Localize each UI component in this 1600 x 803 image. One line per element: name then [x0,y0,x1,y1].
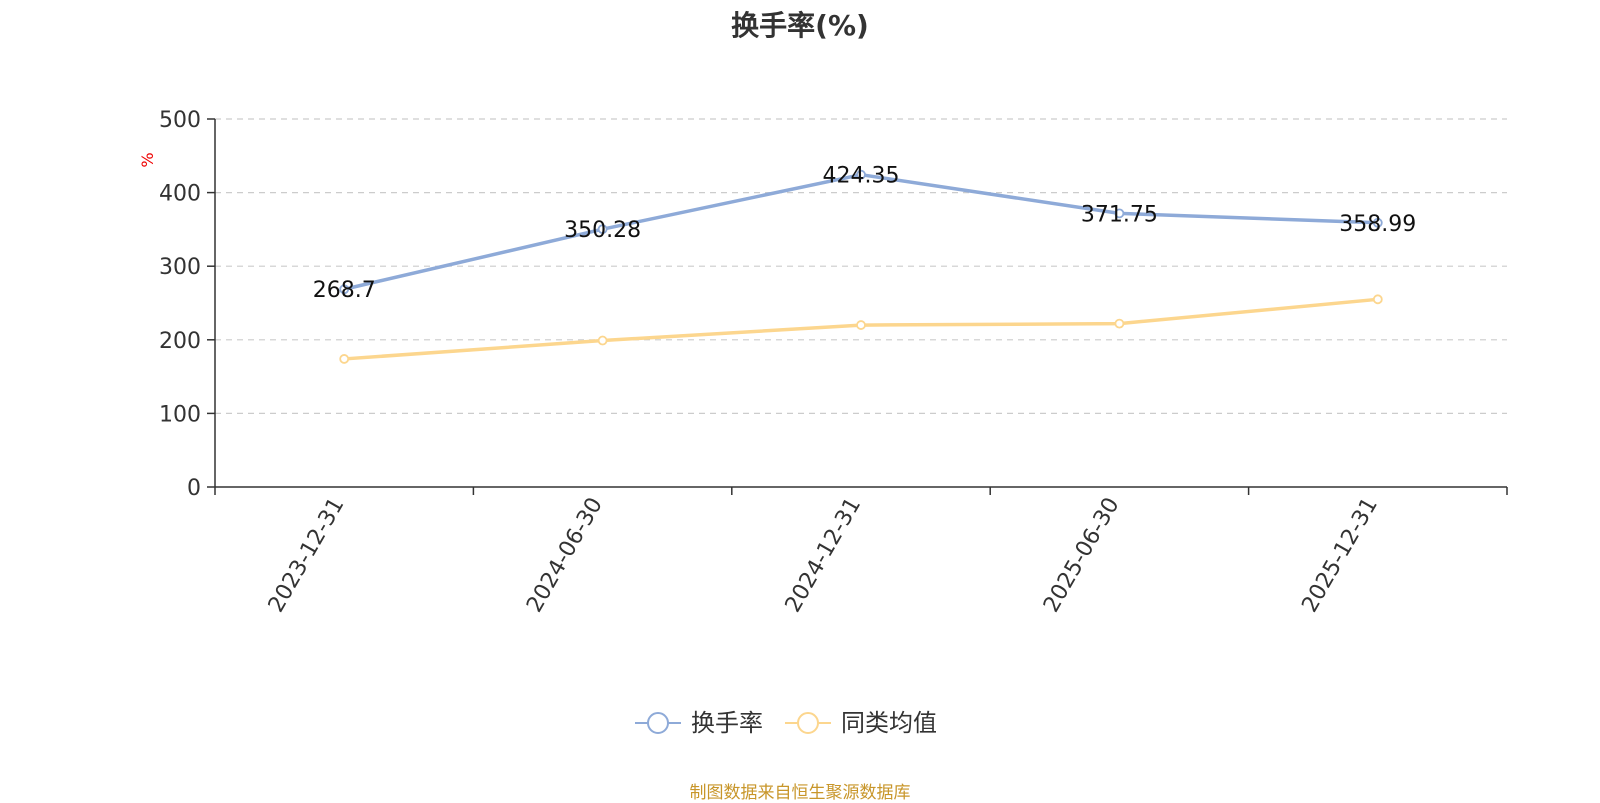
data-point[interactable] [339,354,350,364]
data-point[interactable] [856,320,866,330]
legend-marker-icon [647,712,669,734]
data-point[interactable] [1372,294,1383,305]
x-tick-label: 2023-12-31 [264,494,350,617]
data-point[interactable] [1114,208,1125,219]
series-line [343,172,1378,291]
data-point[interactable] [856,169,866,180]
x-tick-label: 2024-06-30 [522,494,608,617]
y-tick-label: 200 [159,329,201,354]
data-point[interactable] [597,224,608,235]
y-tick-label: 400 [159,182,201,207]
legend-label: 同类均值 [841,709,937,737]
y-tick-label: 0 [187,476,201,501]
data-label: 358.99 [1339,212,1416,237]
data-point[interactable] [1372,217,1383,228]
data-point[interactable] [597,335,608,346]
x-tick-label: 2024-12-31 [781,494,867,617]
data-label: 371.75 [1081,202,1158,227]
source-note: 制图数据来自恒生聚源数据库 [689,783,911,803]
y-tick-label: 100 [159,402,201,427]
legend-marker-icon [797,712,819,734]
chart-title: 换手率(%) [731,9,869,42]
legend[interactable]: 换手率 同类均值 [635,709,937,737]
y-tick-label: 300 [159,255,201,280]
y-axis-unit-label: % [138,152,157,167]
data-point[interactable] [1114,318,1125,329]
x-tick-label: 2025-06-30 [1039,494,1125,617]
legend-item[interactable]: 换手率 [635,709,763,737]
x-tick-label: 2025-12-31 [1297,494,1383,617]
data-label: 350.28 [564,218,641,243]
y-tick-label: 500 [159,108,201,133]
data-label: 268.7 [313,278,376,303]
data-labels: 268.7 350.28 424.35 371.75 358.99 [313,164,1417,304]
series-lines [339,169,1383,364]
legend-item[interactable]: 同类均值 [785,709,937,737]
data-point[interactable] [339,284,350,295]
data-label: 424.35 [823,164,900,189]
legend-label: 换手率 [691,709,763,737]
